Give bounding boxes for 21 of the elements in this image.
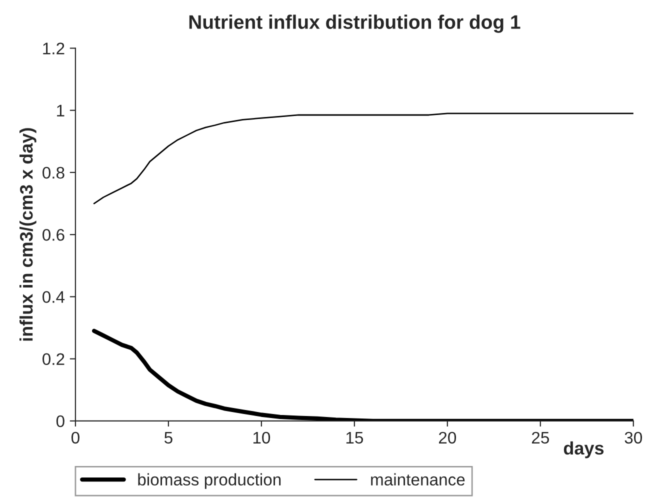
y-tick-label: 0: [56, 415, 64, 428]
x-tick-label: 10: [253, 432, 270, 444]
chart-title: Nutrient influx distribution for dog 1: [189, 14, 520, 33]
y-axis-title: influx in cm3/(cm3 x day): [19, 128, 36, 341]
line-series: [93, 112, 634, 204]
x-tick-label: 15: [346, 432, 363, 444]
x-tick-label: 20: [438, 432, 456, 444]
x-tick-label: 25: [532, 432, 549, 444]
line-series: [92, 328, 634, 421]
y-tick-label: 1: [57, 104, 64, 116]
x-axis-title: days: [564, 441, 604, 458]
x-tick-label: 5: [164, 432, 172, 444]
legend-label: maintenance: [371, 473, 465, 486]
y-tick-label: 0.4: [42, 291, 65, 303]
y-tick-label: 0.8: [42, 166, 64, 179]
x-tick-label: 0: [71, 432, 80, 444]
y-tick-label: 0.6: [42, 228, 64, 241]
y-tick-label: 1.2: [43, 42, 64, 54]
legend-label: biomass production: [138, 473, 281, 489]
y-tick-label: 0.2: [42, 353, 64, 366]
x-tick-label: 30: [624, 432, 642, 444]
